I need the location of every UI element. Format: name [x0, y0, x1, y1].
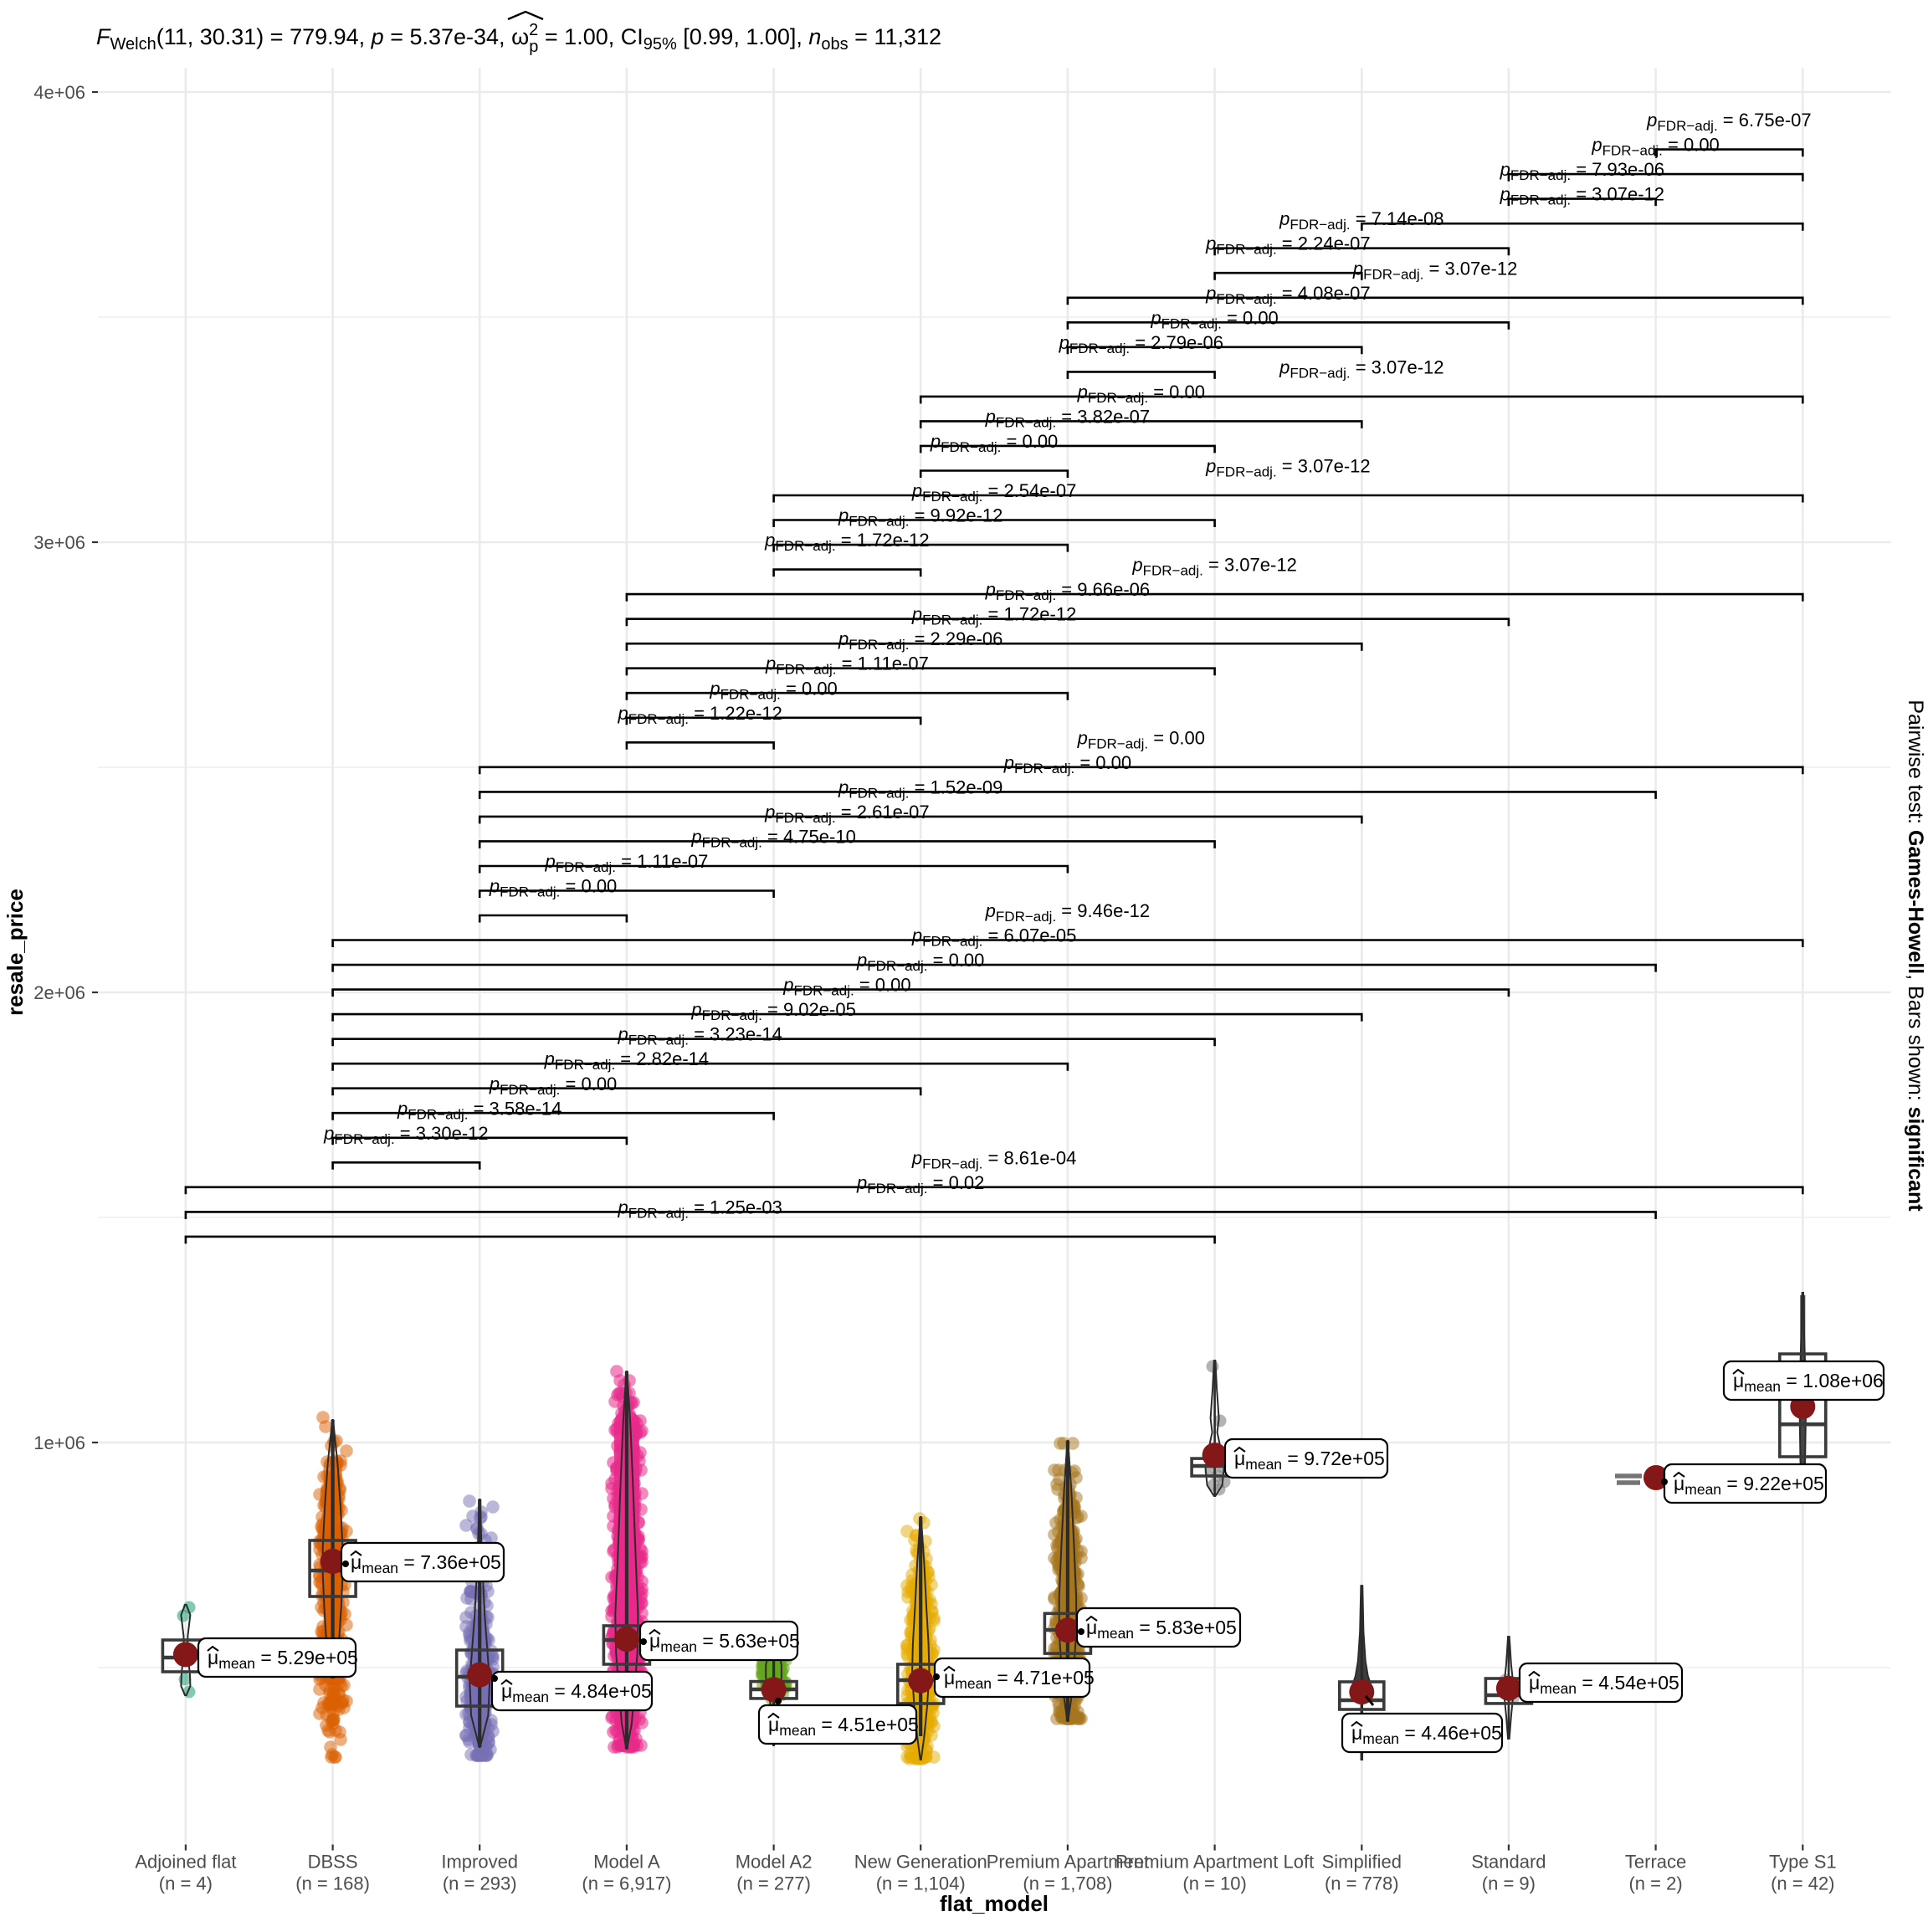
svg-text:pFDR−adj. = 4.08e-07: pFDR−adj. = 4.08e-07 — [1205, 283, 1370, 307]
svg-text:Model A: Model A — [593, 1852, 660, 1873]
svg-text:pFDR−adj. = 9.46e-12: pFDR−adj. = 9.46e-12 — [985, 900, 1150, 925]
svg-text:pFDR−adj. = 7.14e-08: pFDR−adj. = 7.14e-08 — [1279, 208, 1443, 233]
svg-text:pFDR−adj. = 3.23e-14: pFDR−adj. = 3.23e-14 — [617, 1024, 782, 1048]
svg-text:New Generation: New Generation — [854, 1852, 987, 1873]
svg-text:resale_price: resale_price — [3, 889, 28, 1016]
svg-text:(n = 6,917): (n = 6,917) — [582, 1873, 671, 1894]
svg-text:μmean = 9.22e+05: μmean = 9.22e+05 — [1674, 1473, 1824, 1498]
svg-text:Terrace: Terrace — [1625, 1852, 1686, 1873]
svg-text:pFDR−adj. = 0.00: pFDR−adj. = 0.00 — [782, 975, 910, 999]
svg-text:μmean = 1.08e+06: μmean = 1.08e+06 — [1733, 1370, 1884, 1395]
svg-text:pFDR−adj. = 8.61e-04: pFDR−adj. = 8.61e-04 — [911, 1147, 1076, 1171]
svg-text:pFDR−adj. = 7.93e-06: pFDR−adj. = 7.93e-06 — [1500, 159, 1664, 183]
svg-text:2e+06: 2e+06 — [33, 982, 85, 1003]
svg-text:(n = 4): (n = 4) — [159, 1873, 213, 1894]
svg-text:μmean = 5.63e+05: μmean = 5.63e+05 — [649, 1630, 800, 1655]
svg-text:(n = 9): (n = 9) — [1482, 1873, 1536, 1894]
svg-text:pFDR−adj. = 0.00: pFDR−adj. = 0.00 — [709, 678, 837, 702]
svg-text:pFDR−adj. = 6.75e-07: pFDR−adj. = 6.75e-07 — [1646, 110, 1811, 134]
svg-text:pFDR−adj. = 0.00: pFDR−adj. = 0.00 — [930, 431, 1058, 455]
svg-text:μmean = 4.84e+05: μmean = 4.84e+05 — [501, 1680, 652, 1705]
svg-text:Premium Apartment Loft: Premium Apartment Loft — [1115, 1852, 1314, 1873]
svg-text:pFDR−adj. = 4.75e-10: pFDR−adj. = 4.75e-10 — [690, 827, 855, 851]
svg-text:(n = 10): (n = 10) — [1182, 1873, 1246, 1894]
svg-text:pFDR−adj. = 0.00: pFDR−adj. = 0.00 — [489, 876, 617, 900]
svg-text:pFDR−adj. = 6.07e-05: pFDR−adj. = 6.07e-05 — [911, 925, 1076, 950]
svg-text:(n = 1,104): (n = 1,104) — [876, 1873, 966, 1894]
svg-text:(n = 277): (n = 277) — [736, 1873, 811, 1894]
svg-text:μmean = 4.71e+05: μmean = 4.71e+05 — [944, 1667, 1095, 1692]
svg-text:pFDR−adj. = 1.22e-12: pFDR−adj. = 1.22e-12 — [617, 703, 782, 727]
svg-text:pFDR−adj. = 3.58e-14: pFDR−adj. = 3.58e-14 — [397, 1098, 561, 1122]
svg-text:pFDR−adj. = 3.07e-12: pFDR−adj. = 3.07e-12 — [1352, 258, 1517, 282]
svg-text:FWelch(11, 30.31) = 779.94, p: FWelch(11, 30.31) = 779.94, p = 5.37e-34… — [96, 21, 941, 56]
svg-text:pFDR−adj. = 1.11e-07: pFDR−adj. = 1.11e-07 — [544, 851, 708, 875]
svg-text:pFDR−adj. = 0.00: pFDR−adj. = 0.00 — [1077, 727, 1205, 751]
svg-text:pFDR−adj. = 1.11e-07: pFDR−adj. = 1.11e-07 — [765, 653, 929, 678]
svg-text:Standard: Standard — [1471, 1852, 1546, 1873]
svg-text:pFDR−adj. = 3.30e-12: pFDR−adj. = 3.30e-12 — [323, 1123, 488, 1147]
svg-text:pFDR−adj. = 3.82e-07: pFDR−adj. = 3.82e-07 — [985, 406, 1150, 430]
svg-text:pFDR−adj. = 1.25e-03: pFDR−adj. = 1.25e-03 — [617, 1197, 782, 1221]
svg-text:Simplified: Simplified — [1322, 1852, 1402, 1873]
svg-text:pFDR−adj. = 3.07e-12: pFDR−adj. = 3.07e-12 — [1279, 356, 1443, 381]
svg-text:Model A2: Model A2 — [736, 1852, 813, 1873]
svg-text:(n = 2): (n = 2) — [1628, 1873, 1682, 1894]
svg-text:pFDR−adj. = 0.00: pFDR−adj. = 0.00 — [1591, 135, 1719, 159]
svg-text:Type S1: Type S1 — [1769, 1852, 1837, 1873]
svg-text:(n = 42): (n = 42) — [1771, 1873, 1834, 1894]
svg-text:(n = 168): (n = 168) — [295, 1873, 370, 1894]
svg-text:pFDR−adj. = 2.82e-14: pFDR−adj. = 2.82e-14 — [544, 1048, 709, 1073]
svg-text:μmean = 9.72e+05: μmean = 9.72e+05 — [1234, 1448, 1385, 1473]
svg-text:μmean = 4.54e+05: μmean = 4.54e+05 — [1529, 1672, 1679, 1697]
svg-text:μmean = 4.46e+05: μmean = 4.46e+05 — [1351, 1722, 1502, 1747]
svg-text:pFDR−adj. = 1.72e-12: pFDR−adj. = 1.72e-12 — [764, 530, 929, 554]
svg-text:3e+06: 3e+06 — [33, 532, 85, 553]
svg-text:flat_model: flat_model — [940, 1891, 1049, 1916]
svg-text:μmean = 5.83e+05: μmean = 5.83e+05 — [1086, 1617, 1237, 1642]
svg-text:pFDR−adj. = 3.07e-12: pFDR−adj. = 3.07e-12 — [1131, 555, 1296, 579]
svg-text:4e+06: 4e+06 — [33, 82, 85, 103]
svg-text:Improved: Improved — [441, 1852, 518, 1873]
svg-text:pFDR−adj. = 2.61e-07: pFDR−adj. = 2.61e-07 — [764, 802, 929, 826]
svg-text:pFDR−adj. = 0.00: pFDR−adj. = 0.00 — [1003, 752, 1131, 776]
svg-text:DBSS: DBSS — [308, 1852, 358, 1873]
svg-text:pFDR−adj. = 2.29e-06: pFDR−adj. = 2.29e-06 — [838, 628, 1002, 653]
svg-text:pFDR−adj. = 9.92e-12: pFDR−adj. = 9.92e-12 — [838, 505, 1002, 530]
svg-text:pFDR−adj. = 0.00: pFDR−adj. = 0.00 — [1150, 307, 1278, 331]
svg-text:pFDR−adj. = 1.52e-09: pFDR−adj. = 1.52e-09 — [838, 776, 1002, 801]
svg-text:Adjoined flat: Adjoined flat — [135, 1852, 236, 1873]
svg-text:pFDR−adj. = 9.02e-05: pFDR−adj. = 9.02e-05 — [690, 999, 855, 1023]
svg-text:μmean = 4.51e+05: μmean = 4.51e+05 — [768, 1714, 919, 1739]
svg-text:pFDR−adj. = 3.07e-12: pFDR−adj. = 3.07e-12 — [1205, 456, 1370, 480]
svg-text:(n = 1,708): (n = 1,708) — [1023, 1873, 1112, 1894]
svg-text:μmean = 7.36e+05: μmean = 7.36e+05 — [351, 1551, 501, 1576]
svg-text:(n = 778): (n = 778) — [1325, 1873, 1399, 1894]
svg-text:pFDR−adj. = 1.72e-12: pFDR−adj. = 1.72e-12 — [911, 604, 1076, 628]
svg-text:pFDR−adj. = 2.79e-06: pFDR−adj. = 2.79e-06 — [1059, 332, 1223, 356]
svg-text:pFDR−adj. = 9.66e-06: pFDR−adj. = 9.66e-06 — [985, 579, 1150, 603]
svg-text:pFDR−adj. = 2.54e-07: pFDR−adj. = 2.54e-07 — [911, 480, 1076, 505]
svg-text:(n = 293): (n = 293) — [443, 1873, 517, 1894]
svg-text:pFDR−adj. = 0.00: pFDR−adj. = 0.00 — [1077, 382, 1205, 406]
svg-text:Pairwise test: Games-Howell, B: Pairwise test: Games-Howell, Bars shown:… — [1904, 700, 1927, 1212]
svg-text:pFDR−adj. = 0.02: pFDR−adj. = 0.02 — [856, 1172, 984, 1197]
svg-text:pFDR−adj. = 3.07e-12: pFDR−adj. = 3.07e-12 — [1500, 184, 1664, 208]
svg-text:pFDR−adj. = 0.00: pFDR−adj. = 0.00 — [489, 1074, 617, 1098]
svg-text:1e+06: 1e+06 — [33, 1432, 85, 1453]
svg-text:pFDR−adj. = 2.24e-07: pFDR−adj. = 2.24e-07 — [1205, 233, 1370, 258]
svg-text:μmean = 5.29e+05: μmean = 5.29e+05 — [208, 1647, 358, 1672]
svg-text:Premium Apartment: Premium Apartment — [987, 1852, 1149, 1873]
svg-text:pFDR−adj. = 0.00: pFDR−adj. = 0.00 — [856, 950, 984, 974]
